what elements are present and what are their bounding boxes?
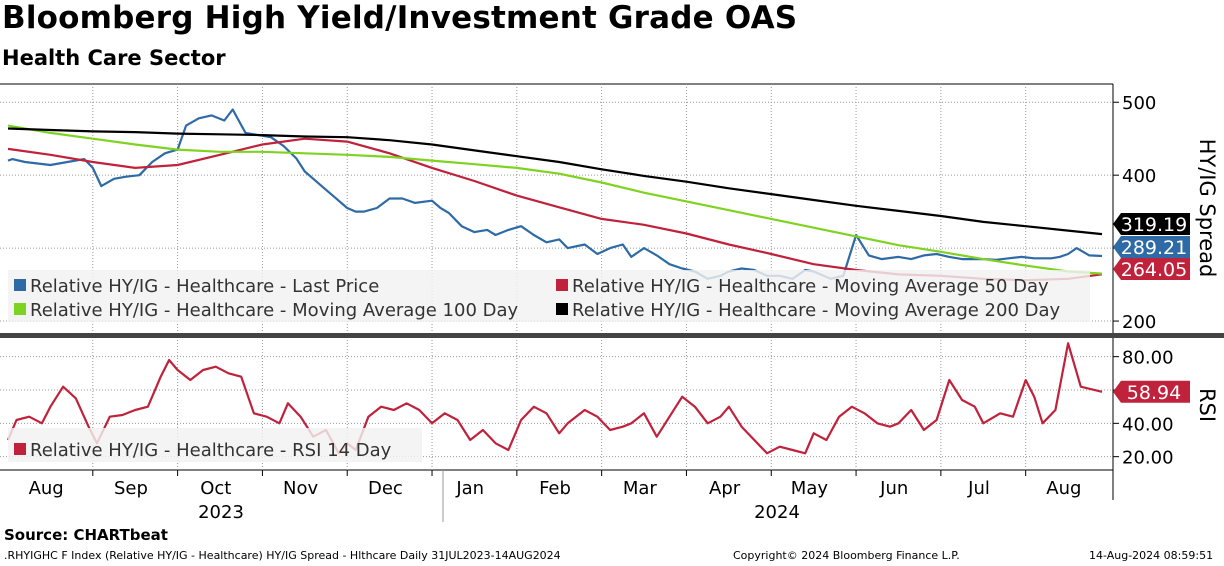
last-value-tag-label: 264.05 bbox=[1121, 259, 1187, 281]
copyright: Copyright© 2024 Bloomberg Finance L.P. bbox=[733, 549, 960, 562]
upper-y-axis-title: HY/IG Spread bbox=[1195, 139, 1219, 278]
lower-legend-box bbox=[8, 428, 422, 462]
upper-y-tick-label: 500 bbox=[1122, 93, 1156, 114]
last-value-tag-label: 289.21 bbox=[1121, 237, 1187, 259]
month-label-feb: Feb bbox=[539, 478, 571, 499]
legend-swatch bbox=[14, 303, 26, 315]
legend-swatch bbox=[14, 443, 26, 455]
legend-swatch bbox=[556, 303, 568, 315]
last-value-tag-bg bbox=[1113, 236, 1190, 258]
lower-y-tick-label: 20.00 bbox=[1122, 448, 1174, 469]
month-label-aug: Aug bbox=[1046, 478, 1081, 499]
upper-y-tick-label: 200 bbox=[1122, 312, 1156, 333]
series-line-moving-average-200-day bbox=[7, 127, 1103, 236]
month-label-oct: Oct bbox=[200, 478, 231, 499]
series-line-moving-average-100-day bbox=[7, 124, 1103, 275]
panel-divider bbox=[0, 333, 1224, 338]
month-label-may: May bbox=[791, 478, 829, 499]
last-value-tag-bg bbox=[1113, 213, 1190, 235]
upper-legend: Relative HY/IG - Healthcare - Last Price… bbox=[8, 270, 1090, 322]
month-label-sep: Sep bbox=[114, 478, 148, 499]
legend-label: Relative HY/IG - Healthcare - Moving Ave… bbox=[30, 300, 519, 321]
legend-swatch bbox=[14, 279, 26, 291]
year-label-2023: 2023 bbox=[198, 502, 244, 523]
last-value-tag: 289.21 bbox=[1113, 236, 1190, 259]
month-label-apr: Apr bbox=[709, 478, 741, 499]
legend-swatch bbox=[556, 279, 568, 291]
month-label-jul: Jul bbox=[967, 478, 990, 499]
chart-area: Relative HY/IG - Healthcare - Last Price… bbox=[0, 83, 1224, 523]
last-value-tag: 264.05 bbox=[1113, 258, 1190, 281]
last-value-tag: 58.94 bbox=[1113, 380, 1190, 404]
lower-y-tick-label: 40.00 bbox=[1122, 414, 1174, 435]
legend-label: Relative HY/IG - Healthcare - Moving Ave… bbox=[572, 300, 1061, 321]
month-label-aug: Aug bbox=[29, 478, 64, 499]
lower-y-tick-label: 80.00 bbox=[1122, 348, 1174, 369]
series-line-rsi-14-day bbox=[6, 342, 1103, 455]
last-value-tag-label: 319.19 bbox=[1121, 214, 1187, 236]
month-label-jan: Jan bbox=[455, 478, 484, 499]
month-label-jun: Jun bbox=[879, 478, 908, 499]
timestamp: 14-Aug-2024 08:59:51 bbox=[1089, 549, 1214, 562]
lower-legend: Relative HY/IG - Healthcare - RSI 14 Day bbox=[8, 428, 422, 462]
legend-label: Relative HY/IG - Healthcare - Last Price bbox=[30, 276, 379, 297]
upper-legend-box bbox=[8, 270, 1090, 322]
month-label-nov: Nov bbox=[283, 478, 318, 499]
last-value-tag-bg bbox=[1113, 258, 1190, 280]
month-label-mar: Mar bbox=[623, 478, 658, 499]
chart-title: Bloomberg High Yield/Investment Grade OA… bbox=[2, 0, 798, 36]
axes: Aug Sep Oct Nov Dec Jan Feb Mar Apr May Jun Jul Aug 2… bbox=[29, 93, 1219, 523]
series-line-moving-average-50-day bbox=[7, 137, 1103, 282]
last-value-tag-label: 58.94 bbox=[1127, 382, 1181, 404]
legend-label: Relative HY/IG - Healthcare - RSI 14 Day bbox=[30, 440, 392, 461]
upper-y-tick-label: 400 bbox=[1122, 166, 1156, 187]
lower-y-axis-title: RSI bbox=[1195, 388, 1219, 422]
source-label: Source: CHARTbeat bbox=[4, 526, 168, 544]
month-label-dec: Dec bbox=[368, 478, 403, 499]
index-description: .RHYIGHC F Index (Relative HY/IG - Healt… bbox=[4, 549, 561, 562]
lower-panel-series bbox=[6, 342, 1103, 455]
year-label-2024: 2024 bbox=[754, 502, 800, 523]
last-value-tag-bg bbox=[1113, 380, 1190, 403]
upper-panel-series bbox=[7, 108, 1103, 282]
chart-subtitle: Health Care Sector bbox=[2, 46, 226, 70]
legend-label: Relative HY/IG - Healthcare - Moving Ave… bbox=[572, 276, 1049, 297]
series-line-last-price bbox=[7, 108, 1103, 280]
last-value-tag: 319.19 bbox=[1113, 213, 1190, 236]
